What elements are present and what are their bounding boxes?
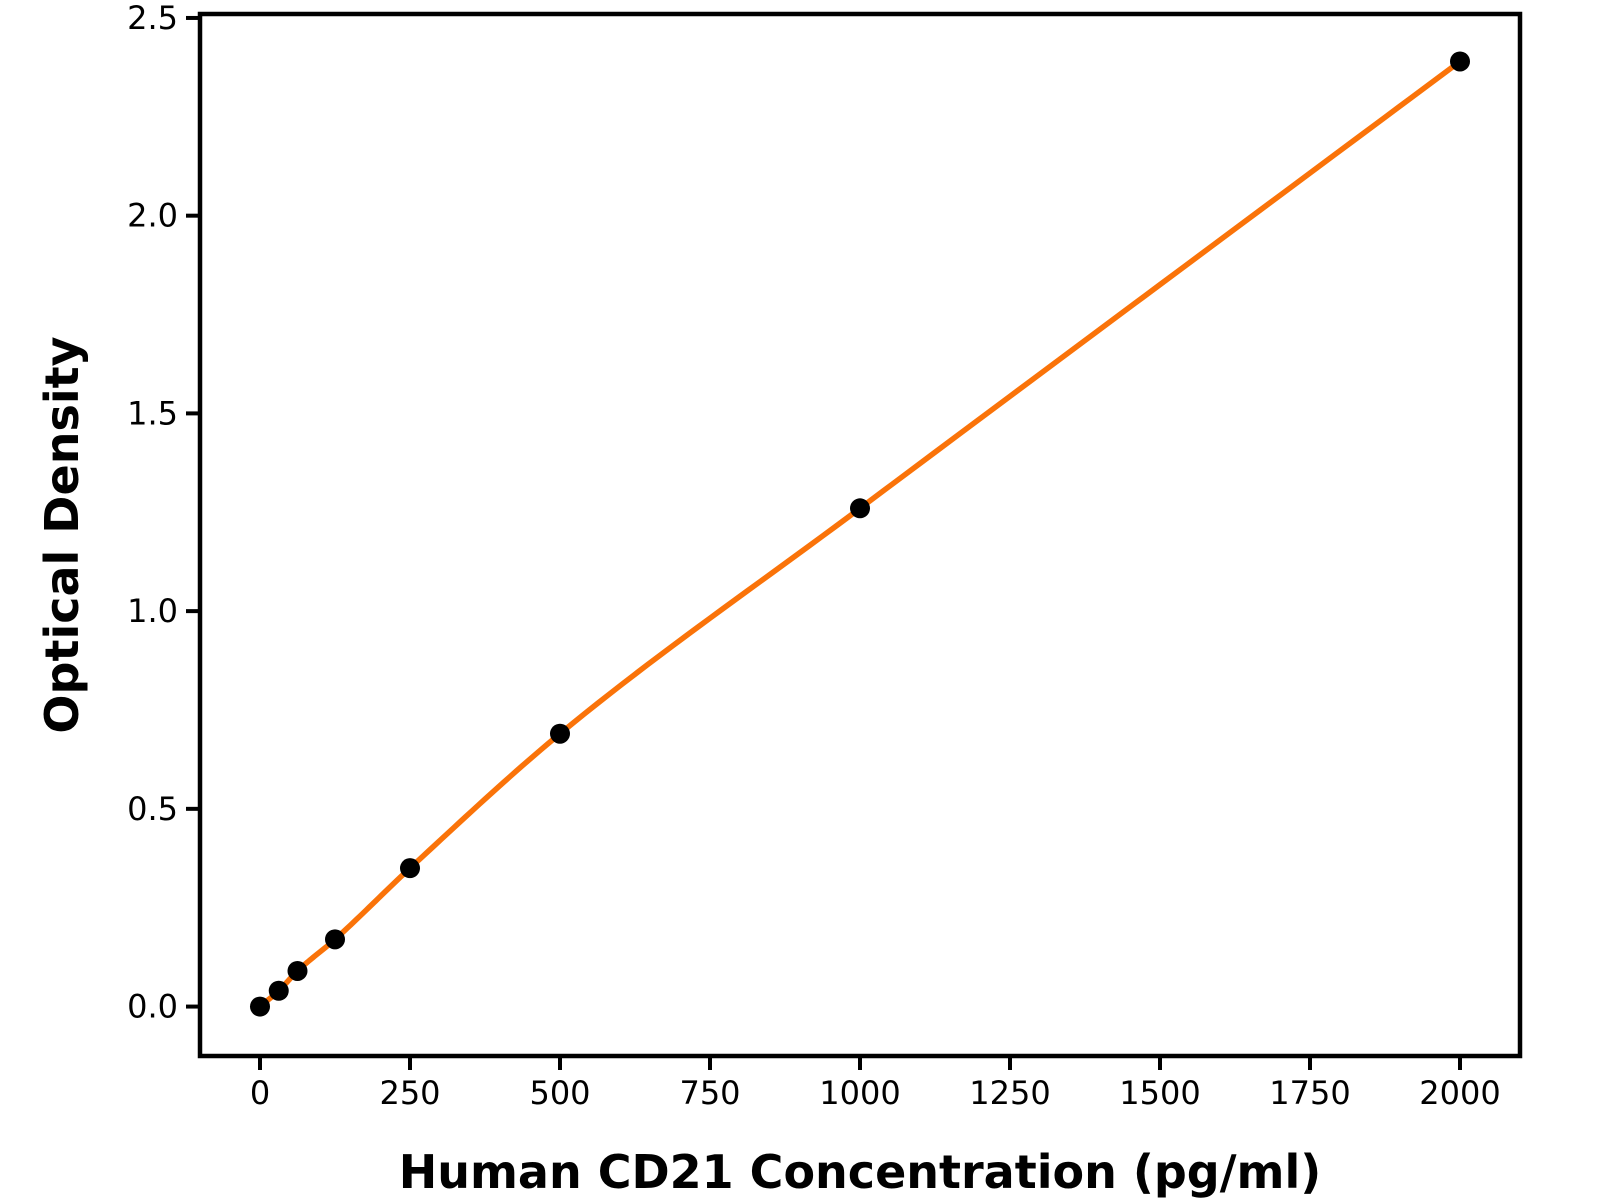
- y-axis-title: Optical Density: [35, 336, 89, 734]
- y-tick-label: 2.5: [127, 0, 178, 37]
- x-axis-title: Human CD21 Concentration (pg/ml): [398, 1145, 1322, 1199]
- plot-border: [197, 11, 1523, 1059]
- y-tick-label: 0.0: [127, 988, 178, 1026]
- data-point: [400, 858, 420, 879]
- y-tick-label: 0.5: [127, 790, 178, 828]
- curve-line: [257, 58, 1463, 1010]
- x-tick-label: 0: [250, 1074, 270, 1112]
- data-point: [850, 498, 870, 519]
- y-tick-label: 2.0: [127, 197, 178, 235]
- data-point: [325, 929, 345, 950]
- data-point: [1450, 51, 1470, 72]
- data-point: [268, 980, 289, 1001]
- data-point: [250, 996, 270, 1017]
- x-tick-label: 1250: [969, 1074, 1050, 1112]
- y-tick-label: 1.5: [127, 394, 178, 432]
- data-point: [287, 960, 308, 981]
- x-tick-label: 1000: [819, 1074, 900, 1112]
- data-point: [550, 723, 570, 744]
- x-tick-label: 500: [529, 1074, 590, 1112]
- x-tick-label: 2000: [1419, 1074, 1500, 1112]
- y-tick-label: 1.0: [127, 592, 178, 630]
- x-tick-label: 250: [379, 1074, 440, 1112]
- x-tick-label: 750: [679, 1074, 740, 1112]
- x-tick-label: 1500: [1119, 1074, 1200, 1112]
- x-tick-label: 1750: [1269, 1074, 1350, 1112]
